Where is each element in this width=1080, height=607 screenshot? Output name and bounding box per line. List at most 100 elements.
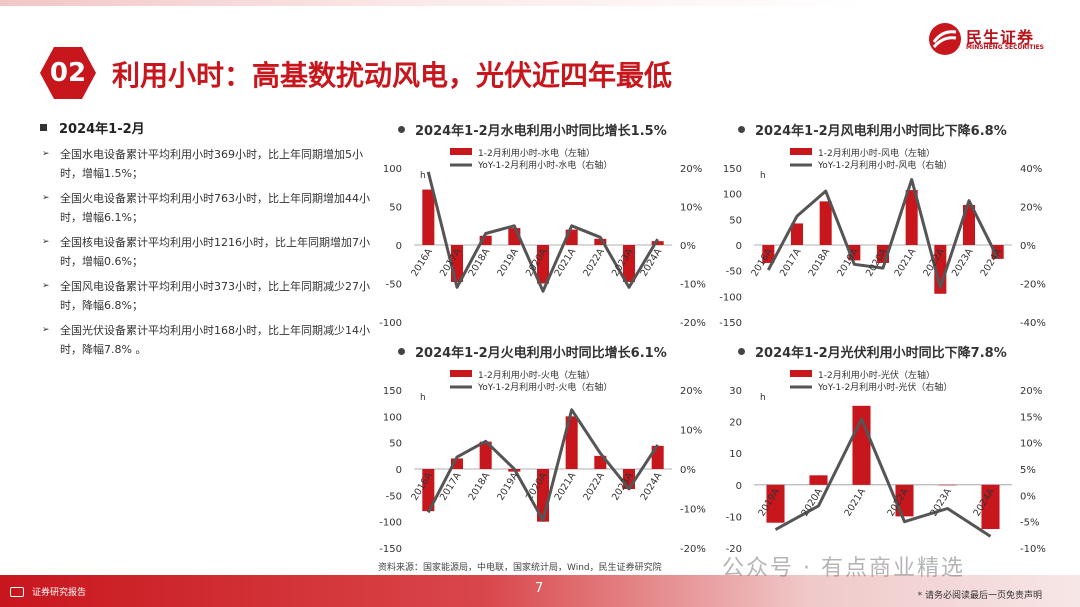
right-tick-label: -40% [1020, 318, 1046, 329]
category-label: 2016A [409, 246, 435, 278]
legend-bar-swatch [450, 148, 472, 155]
legend-label: YoY-1-2月利用小时-风电（右轴） [817, 159, 952, 171]
right-tick-label: -10% [680, 280, 706, 291]
legend-label: 1-2月利用小时-水电（左轴） [478, 147, 595, 159]
data-source-note: 资料来源：国家能源局，中电联，国家统计局，Wind，民生证券研究院 [378, 563, 662, 573]
unit-label: h [420, 393, 426, 403]
legend-label: 1-2月利用小时-风电（左轴） [818, 147, 935, 159]
logo-emblem-icon [929, 23, 961, 55]
left-tick-label: 0 [396, 241, 402, 252]
right-tick-label: -10% [680, 505, 706, 516]
unit-label: h [760, 393, 766, 403]
right-tick-label: 20% [680, 386, 702, 397]
chart-bar [651, 241, 664, 245]
summary-heading: 2024年1-2月 [40, 118, 370, 137]
arrow-bullet-icon: ➢ [42, 193, 50, 203]
yoy-line-series [426, 171, 659, 293]
category-label: 2024A [979, 246, 1005, 278]
category-label: 2019A [495, 470, 521, 502]
summary-bullet: ➢ 全国核电设备累计平均利用小时1216小时，比上年同期增加7小时，增幅0.6%； [40, 233, 370, 271]
left-tick-label: -50 [386, 280, 402, 291]
left-tick-label: -100 [379, 318, 402, 329]
chart-bar [479, 441, 492, 469]
page-title: 利用小时：高基数扰动风电，光伏近四年最低 [112, 59, 673, 92]
legend-label: 1-2月利用小时-火电（左轴） [478, 369, 595, 381]
right-tick-label: -20% [680, 318, 706, 329]
right-tick-label: -10% [1020, 544, 1046, 555]
left-tick-label: -100 [379, 518, 402, 529]
left-tick-label: -50 [726, 267, 742, 278]
legend-bar-swatch [790, 370, 812, 377]
right-tick-label: 5% [1020, 465, 1036, 476]
chart-bar [905, 190, 918, 245]
right-tick-label: 20% [1020, 203, 1042, 214]
book-icon [10, 587, 24, 597]
right-tick-label: 0% [1020, 241, 1036, 252]
summary-panel: 2024年1-2月 ➢ 全国水电设备累计平均利用小时369小时，比上年同期增加5小… [40, 118, 370, 365]
chart-bar [622, 245, 636, 282]
watermark: 公众号 · 有点商业精选 [722, 556, 965, 581]
right-tick-label: -5% [1020, 518, 1039, 529]
chart-bar [762, 245, 775, 263]
left-tick-label: 50 [389, 439, 402, 450]
chart-hydro: 1-2月利用小时-水电（左轴）YoY-1-2月利用小时-水电（右轴） h 100 50… [379, 147, 706, 329]
logo-cn-text: 民生证券 [966, 28, 1035, 47]
chart-bar [422, 469, 435, 512]
category-label: 2019A [835, 246, 861, 278]
dot-icon [738, 348, 745, 355]
logo-en-text: MINSHENG SECURITIES [966, 44, 1044, 51]
chart-bar [962, 204, 976, 245]
legend-bar-swatch [450, 370, 472, 377]
left-tick-label: 0 [396, 465, 402, 476]
unit-label: h [420, 171, 426, 181]
dot-icon [738, 126, 745, 133]
right-tick-label: -20% [1020, 280, 1046, 291]
chart-wind: 1-2月利用小时-风电（左轴）YoY-1-2月利用小时-风电（右轴） h 150 10… [719, 147, 1046, 329]
yoy-line-series [774, 417, 992, 538]
summary-bullet: ➢ 全国光伏设备累计平均利用小时168小时，比上年同期减少14小时，降幅7.8% … [40, 321, 370, 359]
category-label: 2021A [842, 486, 868, 518]
left-tick-label: -100 [719, 292, 742, 303]
yoy-line-series [766, 178, 1000, 289]
right-tick-label: 10% [1020, 439, 1042, 450]
category-label: 2021A [893, 246, 919, 278]
chart-bar [594, 238, 607, 245]
chart-title-wind: 2024年1-2月风电利用小时同比下降6.8% [738, 120, 1007, 139]
left-tick-label: -50 [386, 491, 402, 502]
chart-bar [479, 235, 492, 245]
dot-icon [398, 348, 405, 355]
left-tick-label: 100 [383, 412, 402, 423]
chart-title-thermal: 2024年1-2月火电利用小时同比增长6.1% [398, 342, 667, 361]
left-tick-label: -150 [719, 318, 742, 329]
left-tick-label: 50 [729, 215, 742, 226]
chart-bar [938, 484, 957, 486]
unit-label: h [760, 171, 766, 181]
yoy-line-series [426, 408, 659, 522]
arrow-bullet-icon: ➢ [42, 281, 50, 291]
footer-bar: 证券研究报告 7 * 请务必阅读最后一页免责声明 [0, 575, 1080, 607]
chart-bar [809, 475, 828, 485]
right-tick-label: 20% [680, 164, 702, 175]
disclaimer-note: * 请务必阅读最后一页免责声明 [917, 591, 1042, 601]
summary-bullet: ➢ 全国水电设备累计平均利用小时369小时，比上年同期增加5小时，增幅1.5%； [40, 145, 370, 183]
footer-left: 证券研究报告 [10, 585, 86, 598]
left-tick-label: 0 [736, 241, 742, 252]
left-tick-label: 150 [383, 386, 402, 397]
left-tick-label: -10 [726, 512, 742, 523]
top-gradient-bar [0, 0, 1080, 6]
legend-label: 1-2月利用小时-光伏（左轴） [818, 369, 935, 381]
chart-bar [991, 245, 1004, 259]
chart-bar [981, 484, 1000, 530]
chart-bar [450, 458, 464, 469]
right-tick-label: 20% [1020, 386, 1042, 397]
section-badge: 02 [40, 47, 96, 99]
summary-bullet: ➢ 全国风电设备累计平均利用小时373小时，比上年同期减少27小时，降幅6.8%； [40, 277, 370, 315]
chart-title-solar: 2024年1-2月光伏利用小时同比下降7.8% [738, 342, 1007, 361]
chart-bar [790, 223, 804, 245]
left-tick-label: 0 [736, 481, 742, 492]
right-tick-label: 10% [680, 203, 702, 214]
chart-bar [536, 245, 550, 284]
category-label: 2019A [495, 246, 521, 278]
left-tick-label: -20 [726, 544, 742, 555]
legend-label: YoY-1-2月利用小时-水电（右轴） [477, 159, 612, 171]
